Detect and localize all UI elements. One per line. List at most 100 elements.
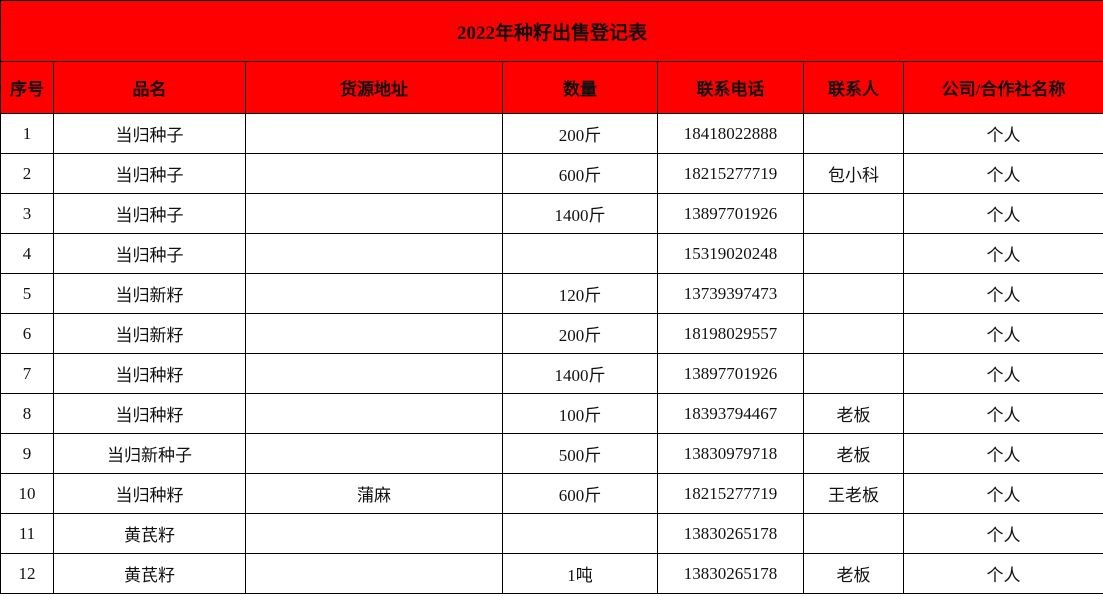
cell-contact[interactable] [803, 513, 904, 554]
cell-index[interactable]: 6 [0, 313, 54, 354]
cell-company[interactable]: 个人 [902, 113, 1103, 154]
cell-quantity[interactable]: 600斤 [502, 473, 658, 514]
cell-company[interactable]: 个人 [902, 193, 1103, 234]
cell-product[interactable]: 当归新籽 [53, 313, 246, 354]
cell-source[interactable] [245, 153, 503, 194]
cell-source[interactable] [245, 353, 503, 394]
cell-product[interactable]: 当归新种子 [53, 433, 246, 474]
cell-product[interactable]: 当归种子 [53, 193, 246, 234]
cell-source[interactable] [245, 313, 503, 354]
cell-product[interactable]: 当归种子 [53, 113, 246, 154]
cell-product[interactable]: 当归种子 [53, 153, 246, 194]
cell-source[interactable] [245, 273, 503, 314]
header-contact[interactable]: 联系人 [803, 61, 904, 114]
cell-quantity[interactable]: 500斤 [502, 433, 658, 474]
table-row: 10 当归种籽 蒲麻 600斤 18215277719 王老板 个人 [0, 473, 1103, 514]
cell-company[interactable]: 个人 [902, 553, 1103, 594]
table-row: 7 当归种籽 1400斤 13897701926 个人 [0, 353, 1103, 394]
cell-source[interactable] [245, 233, 503, 274]
cell-company[interactable]: 个人 [902, 273, 1103, 314]
sheet-title[interactable]: 2022年种籽出售登记表 [0, 0, 1103, 62]
cell-index[interactable]: 5 [0, 273, 54, 314]
cell-phone[interactable]: 18393794467 [657, 393, 804, 434]
cell-company[interactable]: 个人 [902, 233, 1103, 274]
cell-source[interactable] [245, 113, 503, 154]
cell-product[interactable]: 当归新籽 [53, 273, 246, 314]
cell-contact[interactable] [803, 113, 904, 154]
cell-index[interactable]: 2 [0, 153, 54, 194]
header-product[interactable]: 品名 [53, 61, 246, 114]
cell-phone[interactable]: 13830979718 [657, 433, 804, 474]
cell-product[interactable]: 当归种籽 [53, 473, 246, 514]
cell-contact[interactable] [803, 193, 904, 234]
table-row: 2 当归种子 600斤 18215277719 包小科 个人 [0, 153, 1103, 194]
cell-quantity[interactable]: 200斤 [502, 313, 658, 354]
table-row: 9 当归新种子 500斤 13830979718 老板 个人 [0, 433, 1103, 474]
cell-source[interactable] [245, 393, 503, 434]
cell-phone[interactable]: 15319020248 [657, 233, 804, 274]
cell-company[interactable]: 个人 [902, 353, 1103, 394]
cell-contact[interactable]: 老板 [803, 553, 904, 594]
cell-company[interactable]: 个人 [902, 313, 1103, 354]
cell-phone[interactable]: 18418022888 [657, 113, 804, 154]
cell-index[interactable]: 3 [0, 193, 54, 234]
cell-quantity[interactable]: 120斤 [502, 273, 658, 314]
cell-quantity[interactable]: 600斤 [502, 153, 658, 194]
cell-contact[interactable]: 王老板 [803, 473, 904, 514]
header-quantity[interactable]: 数量 [502, 61, 658, 114]
cell-company[interactable]: 个人 [902, 393, 1103, 434]
header-company[interactable]: 公司/合作社名称 [902, 61, 1103, 114]
cell-quantity[interactable]: 1吨 [502, 553, 658, 594]
cell-index[interactable]: 7 [0, 353, 54, 394]
cell-product[interactable]: 当归种籽 [53, 393, 246, 434]
cell-product[interactable]: 当归种子 [53, 233, 246, 274]
cell-phone[interactable]: 13830265178 [657, 553, 804, 594]
cell-contact[interactable] [803, 313, 904, 354]
cell-quantity[interactable]: 100斤 [502, 393, 658, 434]
cell-quantity[interactable]: 1400斤 [502, 353, 658, 394]
cell-contact[interactable] [803, 233, 904, 274]
cell-source[interactable] [245, 193, 503, 234]
cell-source[interactable] [245, 513, 503, 554]
cell-contact[interactable]: 老板 [803, 393, 904, 434]
cell-contact[interactable] [803, 353, 904, 394]
header-index[interactable]: 序号 [0, 61, 54, 114]
header-phone[interactable]: 联系电话 [657, 61, 804, 114]
cell-phone[interactable]: 18215277719 [657, 473, 804, 514]
cell-product[interactable]: 当归种籽 [53, 353, 246, 394]
cell-phone[interactable]: 13830265178 [657, 513, 804, 554]
cell-source[interactable] [245, 433, 503, 474]
cell-phone[interactable]: 13739397473 [657, 273, 804, 314]
table-row: 1 当归种子 200斤 18418022888 个人 [0, 113, 1103, 154]
table-row: 4 当归种子 15319020248 个人 [0, 233, 1103, 274]
cell-company[interactable]: 个人 [902, 433, 1103, 474]
cell-contact[interactable] [803, 273, 904, 314]
cell-company[interactable]: 个人 [902, 473, 1103, 514]
cell-quantity[interactable] [502, 513, 658, 554]
cell-index[interactable]: 8 [0, 393, 54, 434]
cell-quantity[interactable]: 200斤 [502, 113, 658, 154]
cell-index[interactable]: 1 [0, 113, 54, 154]
cell-index[interactable]: 11 [0, 513, 54, 554]
cell-source[interactable] [245, 553, 503, 594]
cell-index[interactable]: 9 [0, 433, 54, 474]
cell-phone[interactable]: 13897701926 [657, 353, 804, 394]
cell-source[interactable]: 蒲麻 [245, 473, 503, 514]
cell-company[interactable]: 个人 [902, 153, 1103, 194]
cell-product[interactable]: 黄芪籽 [53, 513, 246, 554]
cell-index[interactable]: 10 [0, 473, 54, 514]
cell-quantity[interactable] [502, 233, 658, 274]
cell-quantity[interactable]: 1400斤 [502, 193, 658, 234]
cell-company[interactable]: 个人 [902, 513, 1103, 554]
cell-index[interactable]: 12 [0, 553, 54, 594]
cell-phone[interactable]: 18215277719 [657, 153, 804, 194]
cell-contact[interactable]: 老板 [803, 433, 904, 474]
header-source[interactable]: 货源地址 [245, 61, 503, 114]
cell-contact[interactable]: 包小科 [803, 153, 904, 194]
title-row: 2022年种籽出售登记表 [0, 0, 1103, 62]
table-row: 5 当归新籽 120斤 13739397473 个人 [0, 273, 1103, 314]
cell-product[interactable]: 黄芪籽 [53, 553, 246, 594]
cell-phone[interactable]: 18198029557 [657, 313, 804, 354]
cell-phone[interactable]: 13897701926 [657, 193, 804, 234]
cell-index[interactable]: 4 [0, 233, 54, 274]
